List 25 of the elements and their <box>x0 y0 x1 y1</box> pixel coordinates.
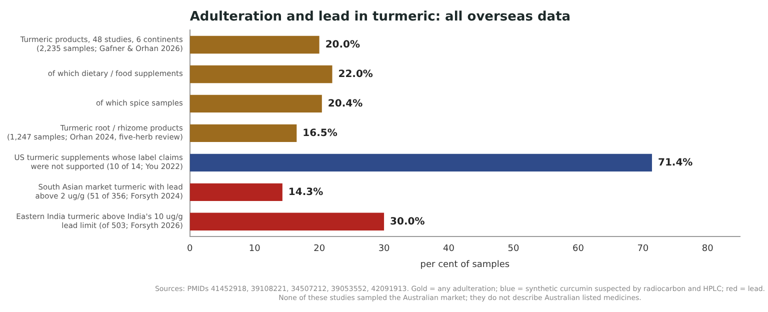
data-label: 16.5% <box>302 128 338 139</box>
data-label: 30.0% <box>390 216 425 228</box>
x-tick-label: 60 <box>572 244 584 254</box>
data-label: 71.4% <box>658 157 693 168</box>
x-tick-label: 40 <box>443 244 455 254</box>
x-tick-label: 30 <box>378 244 390 254</box>
data-label: 20.4% <box>328 98 363 110</box>
bar <box>190 124 297 142</box>
bar <box>190 65 332 84</box>
x-tick-label: 10 <box>248 244 261 254</box>
data-label: 22.0% <box>338 68 373 80</box>
x-tick-label: 20 <box>314 244 326 254</box>
x-axis-title: per cent of samples <box>420 260 510 270</box>
x-tick-label: 70 <box>637 244 649 254</box>
chart-title: Adulteration and lead in turmeric: all overseas data <box>190 9 571 24</box>
x-tick-label: 50 <box>508 244 520 254</box>
data-label: 20.0% <box>325 39 360 50</box>
bar <box>190 94 322 113</box>
bar <box>190 183 282 202</box>
bar <box>190 154 652 172</box>
bar <box>190 36 320 54</box>
bar <box>190 212 384 231</box>
x-tick-label: 0 <box>187 244 194 254</box>
x-tick-label: 80 <box>702 244 714 254</box>
data-label: 14.3% <box>288 186 324 198</box>
